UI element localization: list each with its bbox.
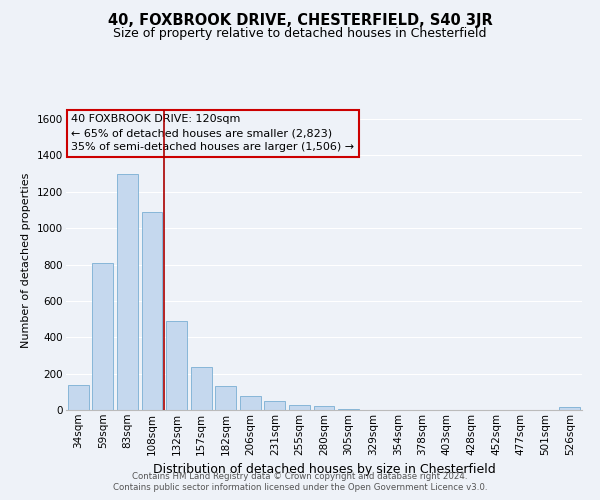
Bar: [215, 386, 236, 410]
Bar: [338, 409, 359, 410]
Text: 40, FOXBROOK DRIVE, CHESTERFIELD, S40 3JR: 40, FOXBROOK DRIVE, CHESTERFIELD, S40 3J…: [107, 12, 493, 28]
Y-axis label: Number of detached properties: Number of detached properties: [22, 172, 31, 348]
Bar: [265, 402, 286, 410]
Text: 40 FOXBROOK DRIVE: 120sqm
← 65% of detached houses are smaller (2,823)
35% of se: 40 FOXBROOK DRIVE: 120sqm ← 65% of detac…: [71, 114, 354, 152]
Bar: [559, 408, 580, 410]
Bar: [142, 212, 163, 410]
Bar: [289, 405, 310, 410]
Text: Contains HM Land Registry data © Crown copyright and database right 2024.: Contains HM Land Registry data © Crown c…: [132, 472, 468, 481]
Bar: [166, 321, 187, 410]
Bar: [314, 406, 334, 410]
Bar: [191, 368, 212, 410]
Bar: [240, 396, 261, 410]
X-axis label: Distribution of detached houses by size in Chesterfield: Distribution of detached houses by size …: [152, 463, 496, 476]
Bar: [92, 262, 113, 410]
Bar: [117, 174, 138, 410]
Text: Contains public sector information licensed under the Open Government Licence v3: Contains public sector information licen…: [113, 484, 487, 492]
Text: Size of property relative to detached houses in Chesterfield: Size of property relative to detached ho…: [113, 28, 487, 40]
Bar: [68, 384, 89, 410]
